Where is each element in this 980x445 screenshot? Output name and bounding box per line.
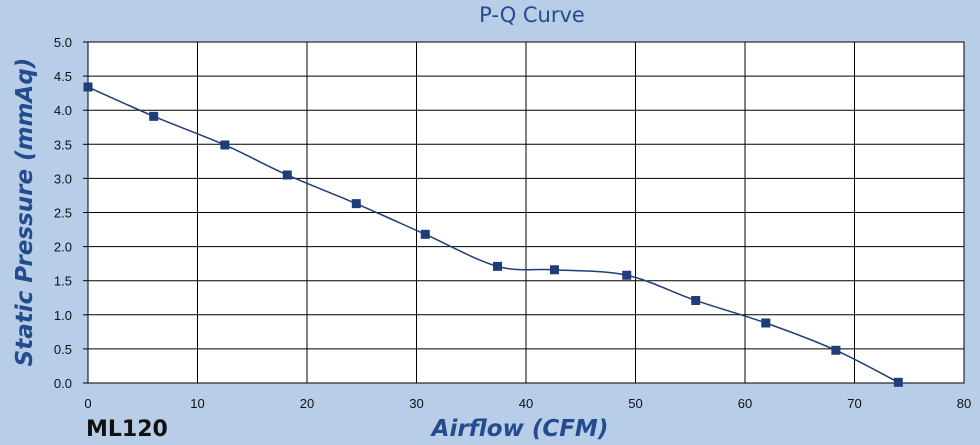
y-tick-label: 1.5 (54, 274, 72, 289)
data-point (549, 265, 559, 275)
x-tick-label: 70 (847, 396, 861, 411)
x-tick-label: 60 (738, 396, 752, 411)
y-axis-label: Static Pressure (mmAq) (12, 58, 38, 367)
chart-title: P-Q Curve (479, 3, 585, 27)
x-axis-ticks: 0 10 20 30 40 50 60 70 80 (84, 396, 971, 411)
data-point (83, 82, 93, 92)
x-tick-label: 0 (84, 396, 91, 411)
y-tick-label: 1.0 (54, 308, 72, 323)
x-tick-label: 30 (409, 396, 423, 411)
x-tick-label: 10 (190, 396, 204, 411)
data-point (691, 295, 701, 305)
series-layer (83, 82, 903, 387)
y-tick-label: 0.5 (54, 342, 72, 357)
data-point (831, 345, 841, 355)
data-point (351, 199, 361, 209)
y-tick-label: 2.0 (54, 240, 72, 255)
y-tick-label: 3.5 (54, 137, 72, 152)
data-point (420, 229, 430, 239)
data-point (282, 170, 292, 180)
data-point (622, 270, 632, 280)
grid-lines (87, 41, 965, 384)
data-point (893, 377, 903, 387)
x-tick-label: 80 (957, 396, 971, 411)
x-tick-label: 20 (300, 396, 314, 411)
x-tick-label: 40 (519, 396, 533, 411)
y-tick-label: 2.5 (54, 206, 72, 221)
y-tick-label: 0.0 (54, 376, 72, 391)
data-point (149, 111, 159, 121)
y-axis-ticks: 0.0 0.5 1.0 1.5 2.0 2.5 3.0 3.5 4.0 4.5 5.0 (54, 35, 88, 391)
y-tick-label: 3.0 (54, 171, 72, 186)
data-point (761, 318, 771, 328)
data-point (493, 261, 503, 271)
y-tick-label: 4.0 (54, 103, 72, 118)
x-axis-label: Airflow (CFM) (430, 416, 609, 442)
y-tick-label: 4.5 (54, 69, 72, 84)
x-tick-label: 50 (628, 396, 642, 411)
model-label: ML120 (86, 417, 168, 442)
data-point (220, 140, 230, 150)
y-tick-label: 5.0 (54, 35, 72, 50)
